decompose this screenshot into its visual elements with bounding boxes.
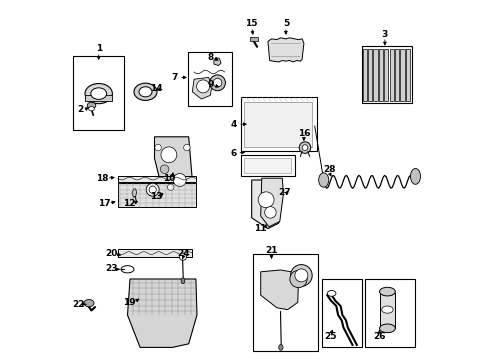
Ellipse shape [213, 78, 222, 87]
Polygon shape [154, 137, 192, 198]
Text: 13: 13 [150, 192, 162, 201]
Bar [249, 37, 258, 41]
Ellipse shape [161, 147, 177, 163]
Bar [389, 49, 393, 101]
Bar [378, 49, 382, 101]
Bar [118, 183, 196, 207]
Bar [73, 56, 123, 130]
Polygon shape [127, 279, 197, 347]
Ellipse shape [88, 107, 94, 111]
Ellipse shape [91, 88, 106, 99]
Bar [365, 279, 415, 347]
Ellipse shape [155, 144, 161, 151]
Ellipse shape [121, 266, 134, 273]
Polygon shape [251, 180, 282, 229]
Text: 11: 11 [254, 224, 266, 233]
Ellipse shape [167, 184, 174, 190]
Text: 10: 10 [163, 174, 175, 183]
Text: 20: 20 [105, 249, 117, 258]
Ellipse shape [139, 87, 152, 97]
Text: 3: 3 [381, 30, 387, 39]
Bar [118, 249, 192, 257]
Text: 22: 22 [73, 300, 85, 309]
Text: 8: 8 [207, 53, 213, 62]
Bar [405, 49, 409, 101]
Bar [244, 102, 311, 147]
Polygon shape [213, 58, 221, 66]
Polygon shape [267, 38, 303, 62]
Ellipse shape [302, 145, 307, 150]
Bar [321, 279, 361, 347]
Text: 26: 26 [372, 332, 385, 341]
Text: 14: 14 [150, 84, 163, 93]
Bar [362, 49, 366, 101]
Text: 12: 12 [123, 199, 135, 208]
Text: 1: 1 [95, 44, 102, 53]
Text: 24: 24 [177, 249, 189, 258]
Text: 21: 21 [264, 246, 277, 255]
Text: 16: 16 [297, 129, 309, 138]
Ellipse shape [409, 168, 420, 184]
Ellipse shape [289, 270, 306, 288]
Bar [253, 254, 318, 351]
Bar [384, 49, 387, 101]
Polygon shape [132, 189, 136, 197]
Bar [394, 49, 399, 101]
Ellipse shape [379, 287, 394, 296]
Text: 2: 2 [78, 105, 83, 114]
Text: 23: 23 [105, 264, 117, 273]
Text: 28: 28 [322, 165, 335, 174]
Text: 9: 9 [207, 80, 213, 89]
Ellipse shape [278, 345, 283, 350]
Bar [367, 49, 371, 101]
Text: 19: 19 [123, 298, 135, 307]
Bar [241, 97, 316, 151]
Ellipse shape [318, 173, 328, 187]
Ellipse shape [183, 144, 190, 151]
Text: 25: 25 [324, 332, 336, 341]
Ellipse shape [326, 291, 335, 296]
Ellipse shape [149, 186, 156, 193]
Bar [400, 49, 404, 101]
Polygon shape [192, 77, 212, 99]
Ellipse shape [173, 174, 186, 186]
Text: 27: 27 [277, 188, 290, 197]
Text: 4: 4 [230, 120, 236, 129]
Polygon shape [260, 178, 283, 227]
Ellipse shape [87, 102, 96, 109]
Text: 6: 6 [230, 148, 236, 158]
Ellipse shape [381, 306, 392, 313]
Text: 7: 7 [171, 73, 177, 82]
Bar [187, 52, 231, 106]
Ellipse shape [264, 207, 276, 218]
Bar [373, 49, 377, 101]
Bar [361, 46, 411, 103]
Polygon shape [260, 270, 298, 310]
Text: 17: 17 [98, 199, 110, 208]
Ellipse shape [160, 165, 168, 174]
Ellipse shape [146, 183, 159, 196]
Bar [380, 293, 394, 328]
Ellipse shape [196, 80, 209, 93]
Bar [118, 176, 196, 182]
Ellipse shape [299, 142, 310, 153]
Ellipse shape [84, 300, 94, 307]
Ellipse shape [181, 278, 184, 284]
Ellipse shape [209, 75, 225, 91]
Ellipse shape [294, 269, 307, 282]
Ellipse shape [85, 84, 112, 104]
Ellipse shape [258, 192, 273, 208]
Bar [244, 158, 291, 173]
Text: 15: 15 [245, 19, 258, 28]
Bar [85, 95, 112, 101]
Bar [241, 155, 294, 176]
Ellipse shape [179, 253, 186, 260]
Text: 18: 18 [96, 174, 108, 183]
Ellipse shape [379, 324, 394, 333]
Ellipse shape [134, 83, 157, 100]
Ellipse shape [290, 265, 311, 286]
Text: 5: 5 [282, 19, 288, 28]
